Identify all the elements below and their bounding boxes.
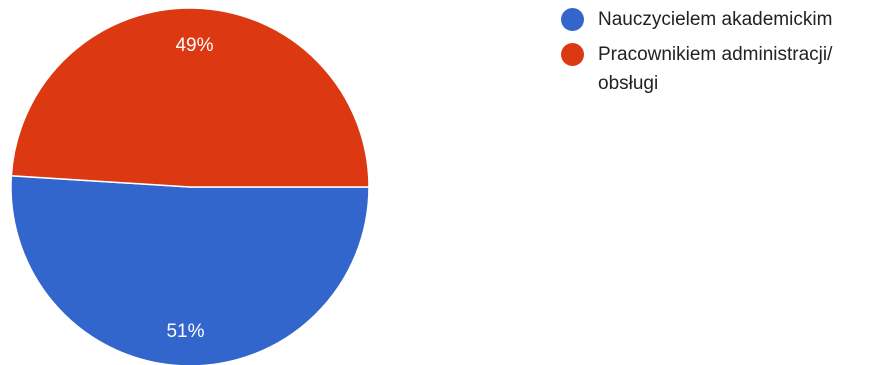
legend-label: Pracownikiem administracji/ obsługi xyxy=(598,44,833,94)
slice-percentage-label: 51% xyxy=(166,321,204,342)
legend-label: Nauczycielem akademickim xyxy=(598,9,833,30)
legend-swatch-red xyxy=(561,43,584,66)
legend-swatch-blue xyxy=(561,8,584,31)
legend-item-academic-teacher[interactable]: Nauczycielem akademickim xyxy=(561,8,894,34)
pie-slice-academic-teacher[interactable] xyxy=(10,174,370,365)
slice-percentage-label: 49% xyxy=(175,35,213,56)
legend: Nauczycielem akademickim Pracownikiem ad… xyxy=(561,8,894,107)
legend-item-administration-staff[interactable]: Pracownikiem administracji/ obsługi xyxy=(561,43,894,98)
pie-chart: 51% 49% xyxy=(10,7,370,365)
pie-slice-administration-staff[interactable] xyxy=(10,7,370,188)
